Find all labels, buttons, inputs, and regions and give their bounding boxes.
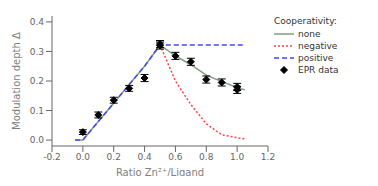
- svg-text:1.2: 1.2: [261, 152, 275, 162]
- html-text:Cooperativity:: Cooperativity:: [274, 16, 337, 26]
- svg-text:0.8: 0.8: [199, 152, 214, 162]
- html-text:negative: negative: [298, 41, 338, 51]
- svg-text:0.2: 0.2: [30, 76, 44, 86]
- svg-text:0.2: 0.2: [107, 152, 121, 162]
- svg-text:1.0: 1.0: [230, 152, 245, 162]
- html-text:positive: positive: [298, 53, 334, 63]
- svg-text:0.0: 0.0: [30, 135, 45, 145]
- html-text:EPR data: EPR data: [298, 65, 339, 75]
- svg-text:0.4: 0.4: [30, 17, 45, 27]
- svg-text:Modulation depth Δ: Modulation depth Δ: [11, 32, 22, 130]
- svg-text:0.4: 0.4: [137, 152, 152, 162]
- svg-text:0.0: 0.0: [76, 152, 91, 162]
- svg-text:-0.2: -0.2: [43, 152, 61, 162]
- html-text:none: none: [298, 29, 321, 39]
- svg-text:Ratio Zn²⁺/Ligand: Ratio Zn²⁺/Ligand: [116, 167, 204, 176]
- svg-text:0.1: 0.1: [30, 106, 44, 116]
- svg-text:0.3: 0.3: [30, 47, 44, 57]
- svg-text:0.6: 0.6: [168, 152, 183, 162]
